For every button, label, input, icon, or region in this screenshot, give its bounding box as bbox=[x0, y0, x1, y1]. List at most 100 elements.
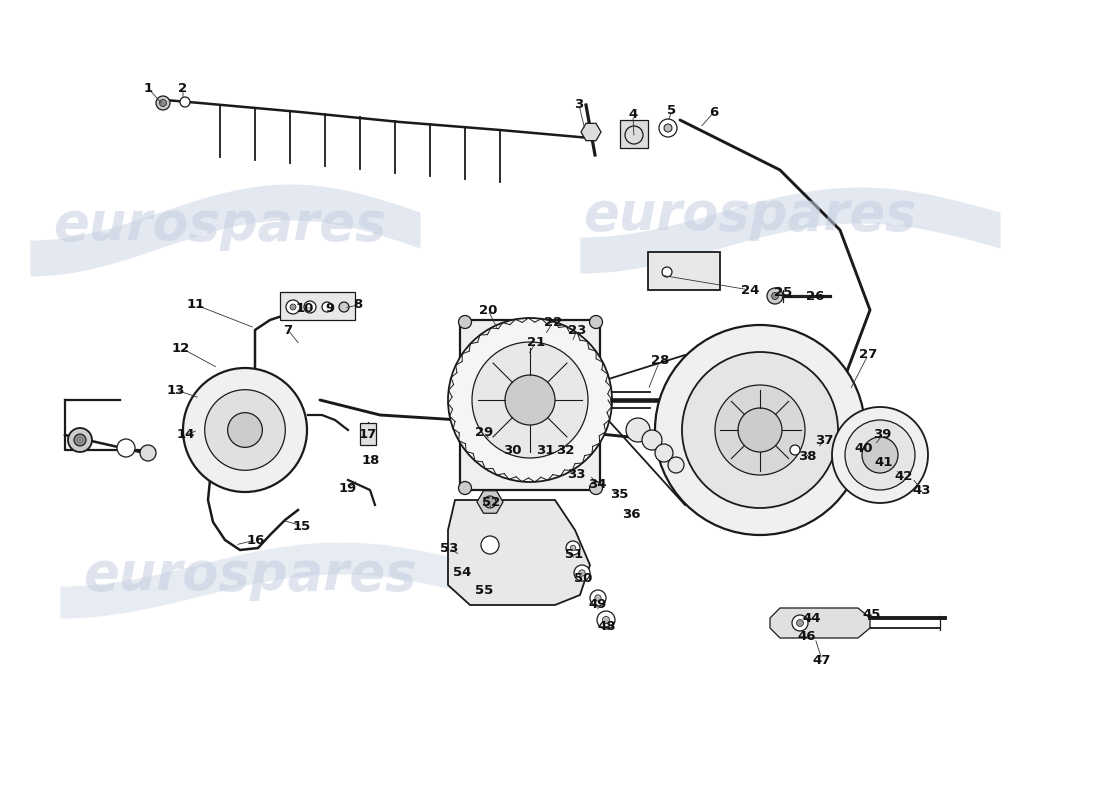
Bar bbox=[648, 252, 720, 290]
Text: 21: 21 bbox=[527, 335, 546, 349]
Bar bbox=[460, 320, 600, 490]
Circle shape bbox=[566, 541, 580, 555]
Polygon shape bbox=[477, 490, 503, 514]
Circle shape bbox=[790, 445, 800, 455]
Bar bbox=[360, 423, 376, 445]
Circle shape bbox=[117, 439, 135, 457]
Circle shape bbox=[597, 611, 615, 629]
Text: 24: 24 bbox=[740, 283, 759, 297]
Text: 53: 53 bbox=[440, 542, 459, 554]
Circle shape bbox=[796, 619, 803, 626]
Text: 16: 16 bbox=[246, 534, 265, 546]
Circle shape bbox=[286, 300, 300, 314]
Polygon shape bbox=[581, 123, 601, 141]
Circle shape bbox=[832, 407, 928, 503]
Text: 15: 15 bbox=[293, 519, 311, 533]
Text: 14: 14 bbox=[177, 429, 195, 442]
Text: 23: 23 bbox=[568, 323, 586, 337]
Text: 22: 22 bbox=[543, 315, 562, 329]
Text: 3: 3 bbox=[574, 98, 584, 111]
Text: 31: 31 bbox=[536, 443, 554, 457]
Circle shape bbox=[484, 496, 496, 508]
Circle shape bbox=[448, 318, 612, 482]
Circle shape bbox=[472, 342, 588, 458]
Text: 34: 34 bbox=[587, 478, 606, 491]
Circle shape bbox=[74, 434, 86, 446]
Circle shape bbox=[180, 97, 190, 107]
Text: eurospares: eurospares bbox=[84, 549, 417, 601]
Circle shape bbox=[156, 96, 170, 110]
Text: 41: 41 bbox=[874, 455, 893, 469]
Text: 47: 47 bbox=[813, 654, 832, 666]
Circle shape bbox=[459, 315, 472, 329]
Text: 1: 1 bbox=[143, 82, 153, 94]
Circle shape bbox=[322, 302, 332, 312]
Text: 50: 50 bbox=[574, 573, 592, 586]
Text: 45: 45 bbox=[862, 607, 881, 621]
Text: 44: 44 bbox=[803, 611, 822, 625]
Circle shape bbox=[603, 616, 609, 624]
Text: 30: 30 bbox=[503, 443, 521, 457]
Circle shape bbox=[590, 315, 603, 329]
Circle shape bbox=[654, 444, 673, 462]
Circle shape bbox=[792, 615, 808, 631]
Text: 39: 39 bbox=[872, 429, 891, 442]
Text: 28: 28 bbox=[651, 354, 669, 366]
Text: 5: 5 bbox=[668, 103, 676, 117]
Circle shape bbox=[654, 325, 865, 535]
Text: 20: 20 bbox=[478, 303, 497, 317]
Text: 54: 54 bbox=[453, 566, 471, 578]
Circle shape bbox=[715, 385, 805, 475]
Circle shape bbox=[68, 428, 92, 452]
Bar bbox=[280, 292, 355, 320]
Circle shape bbox=[481, 536, 499, 554]
Text: 13: 13 bbox=[167, 383, 185, 397]
Text: 18: 18 bbox=[362, 454, 381, 466]
Text: 40: 40 bbox=[855, 442, 873, 454]
Circle shape bbox=[339, 302, 349, 312]
Circle shape bbox=[662, 267, 672, 277]
Circle shape bbox=[845, 420, 915, 490]
Circle shape bbox=[579, 570, 585, 576]
Text: 27: 27 bbox=[859, 349, 877, 362]
Circle shape bbox=[183, 368, 307, 492]
Text: 11: 11 bbox=[187, 298, 205, 311]
Text: 37: 37 bbox=[815, 434, 833, 446]
Text: 33: 33 bbox=[566, 469, 585, 482]
Text: 43: 43 bbox=[913, 483, 932, 497]
Text: eurospares: eurospares bbox=[53, 199, 387, 251]
Circle shape bbox=[682, 352, 838, 508]
Text: 49: 49 bbox=[588, 598, 607, 610]
Circle shape bbox=[140, 445, 156, 461]
Text: 42: 42 bbox=[894, 470, 913, 482]
Text: 46: 46 bbox=[798, 630, 816, 643]
Bar bbox=[620, 120, 648, 148]
Circle shape bbox=[659, 119, 676, 137]
Text: 48: 48 bbox=[597, 619, 616, 633]
Circle shape bbox=[771, 293, 779, 299]
Text: 4: 4 bbox=[628, 109, 638, 122]
Text: 35: 35 bbox=[609, 489, 628, 502]
Text: 12: 12 bbox=[172, 342, 190, 354]
Text: 8: 8 bbox=[353, 298, 363, 311]
Text: 52: 52 bbox=[482, 497, 500, 510]
Circle shape bbox=[205, 390, 285, 470]
Text: 32: 32 bbox=[556, 443, 574, 457]
Bar bbox=[832, 425, 865, 445]
Text: 19: 19 bbox=[339, 482, 358, 494]
Circle shape bbox=[642, 430, 662, 450]
Polygon shape bbox=[770, 608, 870, 638]
Circle shape bbox=[595, 595, 602, 602]
Circle shape bbox=[505, 375, 556, 425]
Circle shape bbox=[574, 565, 590, 581]
Circle shape bbox=[590, 482, 603, 494]
Circle shape bbox=[290, 304, 296, 310]
Text: eurospares: eurospares bbox=[583, 189, 916, 241]
Text: 25: 25 bbox=[774, 286, 792, 299]
Text: 29: 29 bbox=[475, 426, 493, 438]
Circle shape bbox=[626, 418, 650, 442]
Text: 7: 7 bbox=[284, 323, 293, 337]
Circle shape bbox=[590, 590, 606, 606]
Text: 17: 17 bbox=[359, 429, 377, 442]
Circle shape bbox=[459, 482, 472, 494]
